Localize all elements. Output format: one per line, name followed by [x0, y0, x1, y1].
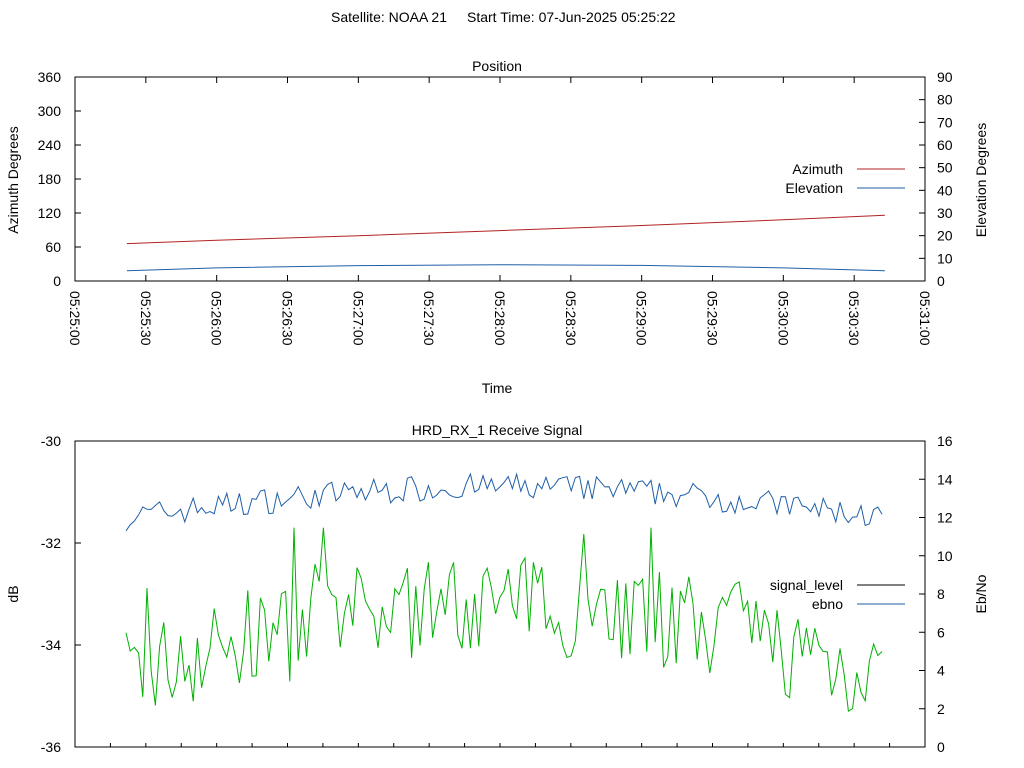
position-plot-frame [74, 76, 926, 282]
position-x-axis-label: Time [482, 380, 513, 396]
signal-axes-ticks: -30 -32 -34 -36 0 2 4 6 8 10 12 14 16 [41, 433, 953, 755]
signal-legend: signal_level ebno [770, 577, 905, 612]
azimuth-axis-label: Azimuth Degrees [5, 126, 21, 233]
ebno-tick-label: 16 [937, 433, 953, 449]
time-tick-label: 05:30:00 [775, 291, 791, 346]
azimuth-line [126, 214, 885, 245]
ebno-axis-label: Eb/No [973, 574, 989, 613]
elevation-axis-label: Elevation Degrees [973, 123, 989, 237]
position-chart-title: Position [472, 58, 522, 74]
elevation-tick-label: 90 [937, 69, 953, 85]
position-chart: Position Time Azimuth Degrees Elevation … [5, 58, 989, 396]
elevation-tick-label: 0 [937, 273, 945, 289]
time-tick-label: 05:28:00 [492, 291, 508, 346]
ebno-tick-label: 10 [937, 548, 953, 564]
azimuth-tick-label: 180 [38, 171, 62, 187]
time-tick-label: 05:26:00 [209, 291, 225, 346]
ebno-tick-label: 2 [937, 701, 945, 717]
azimuth-tick-label: 300 [38, 103, 62, 119]
db-tick-label: -34 [41, 637, 61, 653]
elevation-tick-label: 80 [937, 92, 953, 108]
time-tick-label: 05:27:30 [421, 291, 437, 346]
time-tick-label: 05:25:30 [138, 291, 154, 346]
elevation-tick-label: 30 [937, 205, 953, 221]
azimuth-tick-label: 0 [53, 273, 61, 289]
ebno-tick-label: 4 [937, 663, 945, 679]
start-time-label: Start Time: 07-Jun-2025 05:25:22 [467, 9, 676, 25]
time-tick-label: 05:25:00 [67, 291, 83, 346]
elevation-tick-label: 50 [937, 160, 953, 176]
ebno-tick-label: 0 [937, 739, 945, 755]
position-series [126, 214, 885, 272]
time-tick-label: 05:27:00 [350, 291, 366, 346]
ebno-tick-label: 6 [937, 624, 945, 640]
db-tick-label: -32 [41, 535, 61, 551]
signal-series [125, 472, 883, 713]
signal-chart: HRD_RX_1 Receive Signal dB Eb/No -30-32-… [5, 422, 989, 755]
db-tick-label: -30 [41, 433, 61, 449]
db-axis-label: dB [5, 585, 21, 602]
time-tick-label: 05:29:30 [705, 291, 721, 346]
azimuth-tick-label: 60 [45, 239, 61, 255]
position-legend: Azimuth Elevation [785, 161, 905, 196]
time-tick-label: 05:28:30 [563, 291, 579, 346]
legend-azimuth-label: Azimuth [792, 161, 843, 177]
azimuth-tick-label: 360 [38, 69, 62, 85]
time-tick-label: 05:30:30 [846, 291, 862, 346]
azimuth-tick-label: 240 [38, 137, 62, 153]
elevation-tick-label: 20 [937, 228, 953, 244]
satellite-label: Satellite: NOAA 21 [331, 9, 447, 25]
legend-elevation-label: Elevation [785, 180, 843, 196]
legend-ebno-label: ebno [812, 596, 843, 612]
signal-chart-title: HRD_RX_1 Receive Signal [412, 422, 582, 438]
elevation-tick-label: 40 [937, 182, 953, 198]
elevation-tick-label: 70 [937, 114, 953, 130]
time-tick-label: 05:31:00 [917, 291, 933, 346]
elevation-tick-label: 10 [937, 250, 953, 266]
db-tick-label: -36 [41, 739, 61, 755]
ebno-line [125, 472, 883, 532]
ebno-tick-label: 14 [937, 471, 953, 487]
elevation-line [126, 264, 885, 272]
legend-signal-level-label: signal_level [770, 577, 843, 593]
elevation-tick-label: 60 [937, 137, 953, 153]
position-axes-ticks: 0 60 120 180 240 300 360 0 10 20 30 40 50 60 70 80 90 05:… [38, 69, 953, 346]
time-tick-label: 05:29:00 [634, 291, 650, 346]
signal-level-line [125, 527, 883, 713]
ebno-tick-label: 12 [937, 510, 953, 526]
ebno-tick-label: 8 [937, 586, 945, 602]
time-tick-label: 05:26:30 [280, 291, 296, 346]
azimuth-tick-label: 120 [38, 205, 62, 221]
